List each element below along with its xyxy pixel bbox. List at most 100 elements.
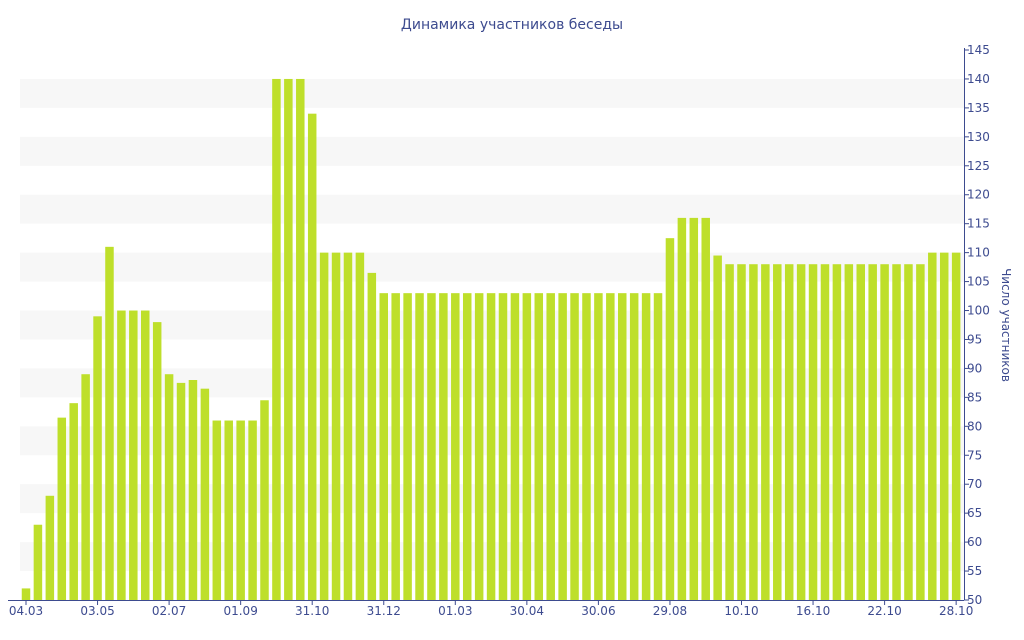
- bar: [498, 293, 508, 600]
- bar: [248, 420, 257, 600]
- bar: [606, 293, 615, 600]
- y-tick-label: 90: [967, 361, 982, 375]
- bar: [808, 264, 818, 600]
- bar: [188, 380, 198, 600]
- y-tick-label: 105: [967, 275, 990, 289]
- bar: [224, 420, 233, 600]
- bar: [939, 252, 949, 600]
- y-tick-label: 145: [967, 43, 990, 57]
- bar-series: [21, 78, 961, 601]
- bar: [415, 293, 424, 600]
- bar: [844, 264, 854, 600]
- bar: [701, 217, 710, 600]
- bar: [653, 293, 663, 600]
- bar: [904, 264, 913, 600]
- x-tick-label: 02.07: [152, 604, 186, 618]
- bar: [618, 293, 627, 600]
- y-tick-label: 115: [967, 217, 990, 231]
- y-tick-label: 130: [967, 130, 990, 144]
- x-tick-label: 16.10: [796, 604, 830, 618]
- bar: [141, 310, 150, 600]
- bar: [355, 252, 365, 600]
- bar: [629, 293, 639, 600]
- bar: [439, 293, 448, 600]
- x-tick-label: 22.10: [867, 604, 901, 618]
- y-tick-label: 95: [967, 332, 982, 346]
- bar: [892, 264, 901, 600]
- x-tick-label: 28.10: [939, 604, 973, 618]
- y-tick-label: 85: [967, 390, 982, 404]
- bar: [796, 264, 806, 600]
- x-tick-label: 03.05: [80, 604, 114, 618]
- bar: [832, 264, 842, 600]
- bar: [296, 78, 305, 600]
- bar: [427, 293, 436, 600]
- bar: [81, 374, 90, 600]
- grid-band: [20, 252, 964, 282]
- bar: [45, 495, 55, 600]
- bar: [856, 264, 865, 600]
- y-tick-label: 70: [967, 477, 982, 491]
- bar: [725, 264, 734, 600]
- bar: [212, 420, 222, 600]
- bar: [737, 264, 746, 600]
- bar: [641, 293, 651, 600]
- bar: [558, 293, 567, 600]
- bar: [462, 293, 472, 600]
- x-tick-label: 10.10: [724, 604, 758, 618]
- bar: [570, 293, 579, 600]
- x-tick-label: 01.03: [438, 604, 472, 618]
- bar: [916, 264, 925, 600]
- bar: [152, 322, 162, 600]
- x-tick-label: 31.10: [295, 604, 329, 618]
- y-tick-label: 135: [967, 101, 990, 115]
- bar: [236, 420, 245, 600]
- y-tick-label: 80: [967, 419, 982, 433]
- y-tick-label: 100: [967, 304, 990, 318]
- bar: [665, 238, 675, 600]
- y-tick-label: 55: [967, 564, 982, 578]
- y-tick-label: 65: [967, 506, 982, 520]
- bar: [272, 78, 281, 600]
- chart-title: Динамика участников беседы: [401, 17, 623, 33]
- y-tick-label: 120: [967, 188, 990, 202]
- bar: [343, 252, 353, 600]
- bar: [677, 217, 687, 600]
- grid-band: [20, 136, 964, 166]
- bar: [713, 255, 722, 600]
- bar: [260, 400, 269, 600]
- bar: [69, 403, 78, 600]
- bar: [761, 264, 770, 600]
- x-axis: 04.03 03.05 02.07 01.09 31.10 31.12 01.03 30.04…: [8, 600, 973, 618]
- bar: [773, 264, 782, 600]
- bar: [868, 264, 877, 600]
- bar: [200, 388, 210, 600]
- bar: [57, 417, 67, 600]
- y-tick-label: 140: [967, 72, 990, 86]
- x-tick-label: 29.08: [653, 604, 687, 618]
- bar: [403, 293, 412, 600]
- bar: [176, 382, 186, 600]
- bar: [522, 293, 532, 600]
- bar: [486, 293, 496, 600]
- bar: [117, 310, 126, 600]
- bar: [129, 310, 138, 600]
- bar: [534, 293, 544, 600]
- bar: [93, 316, 102, 600]
- y-tick-label: 110: [967, 246, 990, 260]
- bar: [820, 264, 830, 600]
- bar: [33, 524, 43, 600]
- bar: [319, 252, 329, 600]
- bar: [307, 113, 317, 601]
- y-tick-label: 75: [967, 448, 982, 462]
- grid-band: [20, 194, 964, 224]
- y-axis: 50 55 60 65 70 75 80 85 90 95 100 105 110 115 120 125 13…: [964, 43, 990, 607]
- y-tick-label: 125: [967, 159, 990, 173]
- bar: [582, 293, 591, 600]
- bar: [284, 78, 293, 600]
- x-tick-label: 04.03: [9, 604, 43, 618]
- bar: [21, 588, 31, 600]
- bar: [391, 293, 400, 600]
- bar: [546, 293, 555, 600]
